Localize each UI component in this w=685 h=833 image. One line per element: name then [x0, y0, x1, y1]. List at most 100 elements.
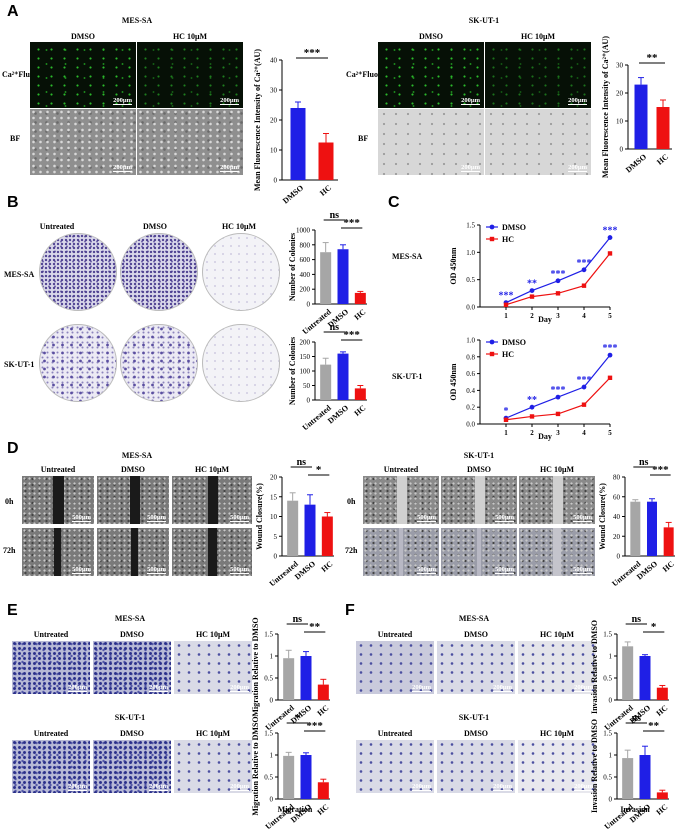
d-sk-untreated-0h-image: 500μm	[363, 476, 439, 524]
e-sk-untreated-image: 200μm	[12, 740, 90, 793]
f-sk-untreated-image: 200μm	[356, 740, 434, 793]
e-mes-sa-ytick-label: 0	[270, 697, 274, 705]
d-mes-hc-0h-image: 500μm	[172, 476, 252, 524]
b-sk-ut-1-ytick-label: 150	[300, 353, 311, 361]
a-mes-sa-xtick-label: HC	[318, 183, 333, 198]
d-right-col-dmso: DMSO	[467, 465, 491, 474]
a-sk-ut-1-ytick-label: 0	[620, 146, 624, 154]
b-sk-ut-1-ytick-label: 200	[300, 339, 311, 347]
d-mes-sa-bar-hc	[321, 516, 333, 556]
b-sk-ut-1-sig-label: ns	[330, 322, 340, 333]
c-mes-sa-sig-label: ***	[551, 269, 566, 280]
b-sk-ut-1-ylabel: Number of Colonies	[288, 337, 297, 405]
d-mes-sa-ytick-label: 0	[274, 553, 278, 561]
d-right-row-72h: 72h	[345, 546, 358, 555]
f-title-sk: SK-UT-1	[458, 713, 490, 722]
f-sk-ut-1-bar-untreated	[622, 758, 634, 799]
e-sk-ut-1-xtick-label: HC	[315, 802, 330, 817]
c-sk-ut-1-xtick-label: 2	[530, 429, 534, 437]
c-mes-sa-sig-label: **	[527, 279, 537, 290]
d-sk-ut-1-sig-label: ***	[652, 464, 669, 476]
a-right-row-bf: BF	[358, 134, 369, 143]
c-mes-sa-point-hc	[503, 302, 509, 308]
e-mes-sa-xtick-label: HC	[315, 703, 330, 718]
a-sk-ut-1-ytick-label: 20	[616, 90, 624, 98]
c-mes-sa-ytick-label: 1.5	[466, 222, 475, 230]
b-mes-dmso-dish	[120, 233, 198, 311]
d-mes-sa-bar-dmso	[304, 504, 316, 556]
f-mes-sa-ytick-label: 0.5	[603, 675, 612, 683]
d-left-title: MES-SA	[121, 451, 153, 460]
d-sk-ut-1-bar-dmso	[647, 501, 657, 556]
c-mes-sa-legend-marker-hc	[489, 236, 495, 242]
c-sk-ut-1-ytick-label: 0.4	[466, 387, 475, 395]
c-sk-ut-1-sig-label: *	[504, 406, 509, 417]
f-sk-ut-1-bar-hc	[656, 792, 668, 799]
c-sk-ut-1-point-hc	[503, 417, 509, 422]
d-right-col-untreated: Untreated	[383, 465, 419, 474]
d-mes-sa-ytick-label: 5	[274, 533, 278, 541]
b-mes-sa-ytick-label: 600	[300, 256, 311, 264]
panel-label-a: A	[7, 3, 19, 20]
c-sk-ut-1-xlabel: Day	[538, 432, 552, 441]
c-row-sk: SK-UT-1	[392, 372, 423, 381]
a-sk-hc-fluo-image: 200μm	[485, 42, 591, 108]
d-left-row-72h: 72h	[3, 546, 16, 555]
c-mes-sa-sig-label: ***	[499, 291, 514, 302]
a-sk-ut-1-xtick-label: DMSO	[624, 152, 648, 174]
panel-label-d: D	[7, 440, 19, 457]
e-title-mes: MES-SA	[114, 614, 146, 623]
c-mes-sa-point-dmso	[581, 267, 587, 273]
b-sk-ut-1-ytick-label: 100	[300, 368, 311, 376]
c-mes-sa-point-dmso	[555, 278, 561, 284]
c-sk-ut-1-legend-label-hc: HC	[502, 350, 514, 359]
d-left-col-untreated: Untreated	[40, 465, 76, 474]
b-col-hc: HC 10μM	[221, 222, 257, 231]
c-sk-ut-1-ytick-label: 0.2	[466, 404, 475, 412]
e-sk-ut-1-ytick-label: 0	[270, 796, 274, 804]
a-right-col-hc: HC 10μM	[520, 32, 556, 41]
b-mes-sa-xtick-label: HC	[352, 307, 367, 322]
d-mes-sa-xtick-label: HC	[319, 559, 334, 574]
a-right-col-dmso: DMSO	[419, 32, 443, 41]
f-mes-sa-bar-untreated	[622, 646, 634, 700]
e-col-hc: HC 10μM	[195, 630, 231, 639]
f-mes-sa-ylabel: Invasion Relative to DMSO	[590, 620, 599, 714]
a-mes-hc-fluo-image: 200μm	[137, 42, 243, 108]
d-sk-ut-1-ytick-label: 0	[617, 553, 621, 561]
f-mes-sa-sig-label: ns	[632, 614, 642, 625]
f-sk-ut-1-ytick-label: 1.5	[603, 730, 612, 738]
a-sk-dmso-fluo-image: 200μm	[378, 42, 484, 108]
e-mes-sa-bar-dmso	[300, 656, 312, 700]
e-caption: Migration	[277, 805, 313, 814]
f-mes-untreated-image: 200μm	[356, 641, 434, 694]
d-sk-untreated-72h-image: 500μm	[363, 528, 439, 576]
e-mes-untreated-image: 200μm	[12, 641, 90, 694]
c-sk-ut-1-xtick-label: 1	[504, 429, 508, 437]
d-right-row-0h: 0h	[347, 497, 356, 506]
f-mes-sa-bar-dmso	[639, 656, 651, 700]
b-sk-hc-dish	[202, 324, 280, 402]
b-mes-hc-dish	[202, 233, 280, 311]
c-mes-sa-point-hc	[529, 294, 535, 299]
b-mes-untreated-dish	[39, 233, 117, 311]
c-mes-sa-ytick-label: 0.5	[466, 276, 475, 284]
d-mes-dmso-0h-image: 500μm	[97, 476, 169, 524]
d-mes-sa-ytick-label: 15	[270, 493, 278, 501]
b-col-untreated: Untreated	[39, 222, 75, 231]
d-mes-sa-bar-untreated	[287, 500, 299, 556]
d-sk-dmso-72h-image: 500μm	[441, 528, 517, 576]
e-sk-ut-1-ytick-label: 1	[270, 752, 274, 760]
e-mes-sa-ytick-label: 0.5	[264, 675, 273, 683]
c-mes-sa-legend-label-hc: HC	[502, 235, 514, 244]
c-sk-ut-1-sig-label: ***	[603, 343, 618, 354]
a-sk-ut-1-xtick-label: HC	[655, 152, 670, 167]
f-sk-ut-1-ytick-label: 1	[609, 752, 613, 760]
c-mes-sa-xtick-label: 3	[556, 312, 560, 320]
e-mes-sa-ylabel: Migration Relative to DMSO	[251, 617, 260, 716]
d-mes-sa-sig-label: ns	[297, 457, 307, 468]
e-col-dmso-2: DMSO	[120, 729, 144, 738]
c-sk-ut-1-legend-marker-hc	[489, 351, 495, 357]
b-sk-ut-1-xtick-label: HC	[352, 403, 367, 418]
